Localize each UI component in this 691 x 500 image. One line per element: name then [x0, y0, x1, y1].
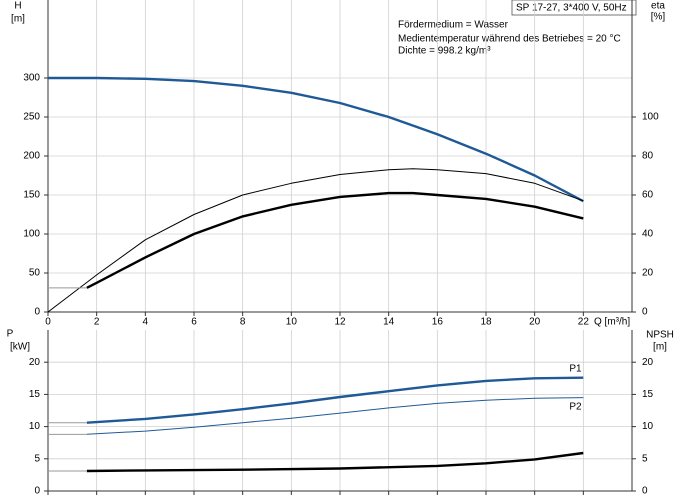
curve [86, 397, 584, 435]
y2-tick-label: 15 [642, 389, 654, 400]
x-tick-label: 8 [240, 317, 246, 328]
x-tick-label: 0 [45, 317, 51, 328]
curve [48, 76, 584, 203]
y2-tick-label: 20 [642, 268, 654, 279]
y-tick-label: 100 [23, 229, 40, 240]
y-axis-label: P [7, 329, 14, 340]
series-label: P1 [569, 363, 582, 374]
x-tick-label: 2 [94, 317, 100, 328]
title-box [511, 0, 637, 16]
y-tick-label: 0 [34, 307, 40, 318]
x-axis-label: Q [m³/h] [594, 317, 630, 328]
y-axis-label: H [14, 1, 21, 12]
curve [47, 168, 584, 313]
annotation: Dichte = 998.2 kg/m³ [398, 46, 491, 57]
y-tick-label: 0 [34, 486, 40, 497]
y-tick-label: 200 [23, 151, 40, 162]
y-tick-label: 5 [34, 453, 40, 464]
y2-tick-label: 10 [642, 421, 654, 432]
y2-tick-label: 0 [642, 486, 648, 497]
y2-tick-label: 20 [642, 357, 654, 368]
curve [86, 376, 584, 424]
y2-tick-label: 100 [642, 112, 659, 123]
x-tick-label: 16 [432, 317, 444, 328]
y2-tick-label: 5 [642, 453, 648, 464]
y2-tick-label: 60 [642, 190, 654, 201]
y-axis-label: [kW] [10, 342, 30, 353]
y-tick-label: 150 [23, 190, 40, 201]
x-tick-label: 22 [578, 317, 590, 328]
y2-axis-label: [%] [651, 12, 666, 23]
y2-tick-label: 40 [642, 229, 654, 240]
annotation: Fördermedium = Wasser [398, 20, 509, 31]
y-tick-label: 250 [23, 112, 40, 123]
y2-axis-label: [m] [653, 342, 667, 353]
y2-axis-label: NPSH [646, 330, 674, 341]
x-tick-label: 12 [334, 317, 346, 328]
y-tick-label: 300 [23, 73, 40, 84]
annotation: Medientemperatur während des Betriebes =… [398, 34, 621, 45]
x-tick-label: 6 [191, 317, 197, 328]
curve [86, 191, 584, 289]
y2-tick-label: 80 [642, 151, 654, 162]
x-tick-label: 10 [286, 317, 298, 328]
series-label: P2 [569, 401, 582, 412]
y-tick-label: 20 [29, 357, 41, 368]
x-tick-label: 14 [383, 317, 395, 328]
curve [86, 451, 584, 473]
x-tick-label: 4 [143, 317, 149, 328]
y-tick-label: 50 [29, 268, 41, 279]
y-tick-label: 10 [29, 421, 41, 432]
y-axis-label: [m] [11, 14, 25, 25]
y-tick-label: 15 [29, 389, 41, 400]
y2-tick-label: 0 [642, 307, 648, 318]
chart-title: SP 17-27, 3*400 V, 50Hz [516, 3, 627, 14]
x-tick-label: 20 [529, 317, 541, 328]
y2-axis-label: eta [651, 1, 665, 12]
x-tick-label: 18 [480, 317, 492, 328]
